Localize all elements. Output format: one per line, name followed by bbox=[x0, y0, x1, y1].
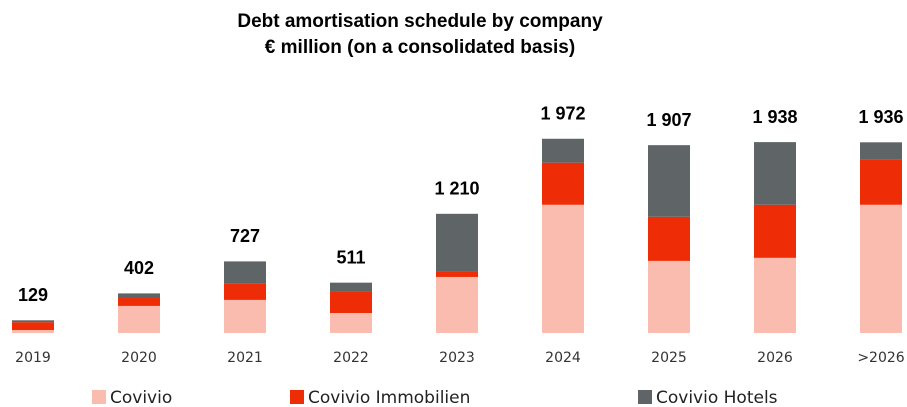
legend-swatch bbox=[92, 390, 106, 404]
bar-segment bbox=[860, 142, 902, 160]
bar-segment bbox=[754, 257, 796, 333]
total-label: 129 bbox=[18, 285, 48, 305]
x-tick-label: 2020 bbox=[121, 350, 157, 366]
total-label: 1 210 bbox=[434, 179, 479, 199]
bar-segment bbox=[118, 293, 160, 299]
legend-swatch bbox=[638, 390, 652, 404]
bar-segment bbox=[648, 145, 690, 217]
total-label: 1 972 bbox=[540, 104, 585, 124]
bar-segment bbox=[330, 291, 372, 314]
bar-segment bbox=[648, 216, 690, 261]
bar-segment bbox=[860, 159, 902, 205]
bar-segment bbox=[330, 282, 372, 292]
legend-label: Covivio bbox=[110, 388, 172, 407]
total-label: 402 bbox=[124, 258, 154, 278]
x-tick-label: >2026 bbox=[857, 350, 904, 366]
x-tick-label: 2025 bbox=[651, 350, 687, 366]
total-label: 511 bbox=[336, 247, 365, 267]
chart-title: Debt amortisation schedule by company bbox=[237, 11, 603, 32]
x-tick-label: 2021 bbox=[227, 350, 263, 366]
bar-segment bbox=[754, 142, 796, 205]
bar-segment bbox=[12, 330, 54, 333]
total-label: 1 938 bbox=[752, 107, 797, 127]
legend-swatch bbox=[290, 390, 304, 404]
bar-segment bbox=[224, 283, 266, 300]
bar-segment bbox=[860, 204, 902, 333]
total-label: 727 bbox=[230, 226, 260, 246]
bar-segment bbox=[12, 320, 54, 323]
bar-segment bbox=[648, 260, 690, 333]
bar-segment bbox=[436, 213, 478, 272]
x-tick-label: 2026 bbox=[757, 350, 793, 366]
bar-segment bbox=[436, 276, 478, 333]
bar-segment bbox=[118, 305, 160, 333]
x-tick-label: 2024 bbox=[545, 350, 581, 366]
legend-label: Covivio Immobilien bbox=[308, 388, 470, 407]
bar-segment bbox=[224, 261, 266, 284]
x-tick-label: 2022 bbox=[333, 350, 369, 366]
bar-segment bbox=[542, 138, 584, 163]
x-tick-label: 2019 bbox=[15, 350, 51, 366]
bar-segment bbox=[118, 298, 160, 306]
total-label: 1 907 bbox=[646, 110, 691, 130]
bar-segment bbox=[542, 204, 584, 333]
x-tick-label: 2023 bbox=[439, 350, 475, 366]
bar-segment bbox=[754, 204, 796, 258]
legend-label: Covivio Hotels bbox=[656, 388, 778, 407]
chart-subtitle: € million (on a consolidated basis) bbox=[265, 37, 575, 58]
total-label: 1 936 bbox=[858, 107, 903, 127]
bar-segment bbox=[436, 271, 478, 277]
bar-segment bbox=[224, 299, 266, 333]
bar-segment bbox=[330, 313, 372, 333]
bar-segment bbox=[542, 162, 584, 205]
bar-segment bbox=[12, 322, 54, 331]
